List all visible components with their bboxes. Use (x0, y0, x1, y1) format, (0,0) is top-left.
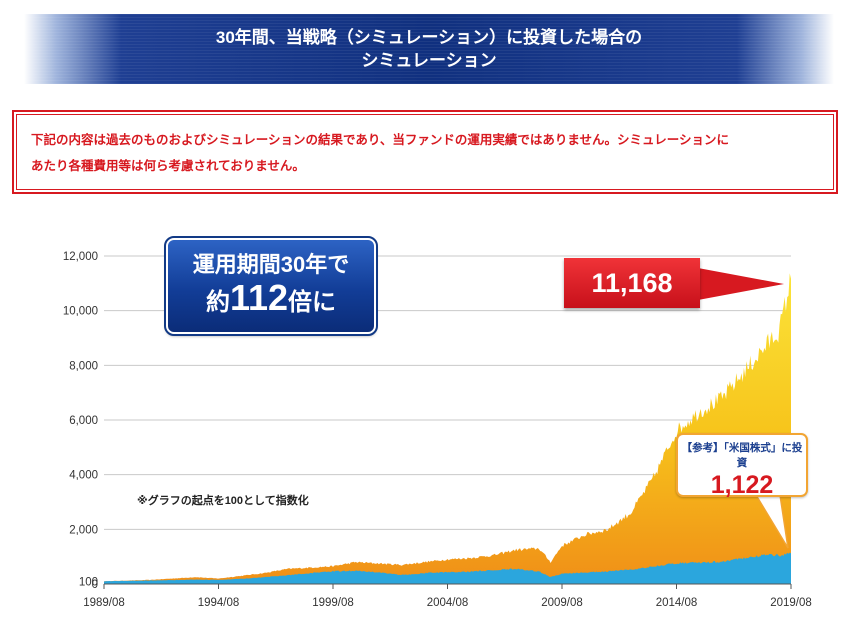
callout-period-text: 運用期間30年で (192, 252, 350, 277)
callout-multiple: 112 (229, 277, 289, 318)
x-tick-label: 2019/08 (770, 597, 812, 609)
reference-value: 1,122 (710, 471, 774, 499)
strategy-area (104, 273, 791, 584)
disclaimer-text-line1: 下記の内容は過去のものおよびシミュレーションの結果であり、当ファンドの運用実績で… (31, 133, 730, 147)
reference-value-box: 【参考】「米国株式」に投資 1,122 (676, 433, 808, 499)
x-tick-label: 2014/08 (656, 597, 698, 609)
header-title-line1: 30年間、当戦略（シミュレーション）に投資した場合の (215, 28, 643, 47)
x-tick-label: 1989/08 (83, 597, 125, 609)
y-tick-label: 100 (79, 576, 98, 588)
index-note: ※グラフの起点を100として指数化 (137, 495, 309, 507)
disclaimer-text-line2: あたり各種費用等は何ら考慮されておりません。 (31, 159, 305, 173)
y-tick-label: 4,000 (69, 470, 98, 482)
x-tick-label: 2009/08 (541, 597, 583, 609)
y-tick-label: 6,000 (69, 415, 98, 427)
reference-area (104, 552, 791, 584)
header-title-line2: シミュレーション (361, 51, 497, 70)
header-banner: 30年間、当戦略（シミュレーション）に投資した場合の シミュレーション (24, 14, 834, 84)
callout-prefix: 約 (205, 289, 230, 316)
multiple-callout: 運用期間30年で 約112倍に (164, 236, 378, 336)
y-tick-label: 2,000 (69, 524, 98, 536)
x-tick-label: 1999/08 (312, 597, 354, 609)
callout-suffix: 倍に (288, 289, 337, 316)
banner-texture (24, 14, 834, 84)
y-tick-label: 8,000 (69, 360, 98, 372)
callout-multiple-text: 約112倍に (168, 278, 374, 323)
chart-areas (104, 273, 791, 584)
x-tick-label: 1994/08 (198, 597, 240, 609)
y-tick-label: 12,000 (63, 251, 98, 263)
disclaimer-box: 下記の内容は過去のものおよびシミュレーションの結果であり、当ファンドの運用実績で… (12, 110, 838, 194)
badge-pointer (698, 268, 784, 300)
disclaimer-inner: 下記の内容は過去のものおよびシミュレーションの結果であり、当ファンドの運用実績で… (16, 114, 834, 190)
x-axis: 1989/08 1994/08 1999/08 2004/08 2009/08 2014/… (83, 583, 812, 609)
x-tick-label: 2004/08 (427, 597, 469, 609)
y-tick-label: 10,000 (63, 306, 98, 318)
reference-title: 【参考】「米国株式」に投資 (681, 442, 803, 469)
final-value-badge: 11,168 (564, 258, 700, 308)
y-tick-label: 0 (92, 579, 98, 591)
